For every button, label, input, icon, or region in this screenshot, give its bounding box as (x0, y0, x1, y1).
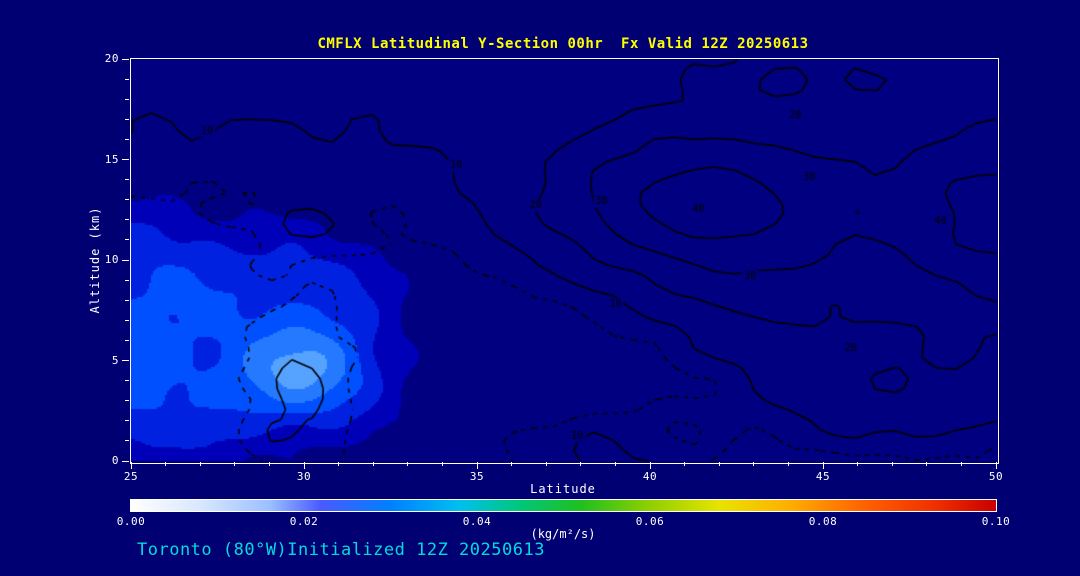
footer-init-text: Toronto (80°W)Initialized 12Z 20250613 (137, 540, 545, 560)
y-axis-tick (122, 159, 129, 160)
x-axis-tick (372, 462, 374, 466)
y-axis-tick (125, 319, 129, 321)
y-axis-tick (125, 239, 129, 241)
y-axis-tick (122, 360, 129, 361)
x-axis-tick (268, 462, 270, 466)
x-tick-label: 35 (469, 470, 485, 483)
y-tick-label: 10 (104, 253, 119, 266)
y-axis-tick (125, 440, 129, 442)
x-tick-label: 25 (123, 470, 139, 483)
x-axis-tick (545, 462, 547, 466)
plot-area (130, 58, 999, 464)
x-axis-tick (649, 462, 651, 469)
x-tick-label: 30 (296, 470, 312, 483)
colorbar-tick-label: 0.06 (635, 515, 665, 528)
x-axis-tick (199, 462, 201, 466)
x-axis-tick (441, 462, 443, 466)
x-tick-label: 50 (988, 470, 1004, 483)
y-axis-tick (125, 380, 129, 382)
colorbar-tick-label: 0.10 (981, 515, 1011, 528)
x-axis-tick (857, 462, 859, 466)
x-axis-tick (476, 462, 478, 469)
colorbar-tick-label: 0.04 (462, 515, 492, 528)
x-axis-tick (338, 462, 340, 466)
x-axis-tick (165, 462, 167, 466)
y-tick-label: 15 (104, 152, 119, 166)
chart-title: CMFLX Latitudinal Y-Section 00hr Fx Vali… (317, 36, 809, 52)
y-axis-tick (125, 138, 129, 140)
x-axis-tick (822, 462, 824, 469)
colorbar-units: (kg/m²/s) (530, 527, 596, 541)
y-axis-tick (125, 78, 129, 80)
x-axis-tick (926, 462, 928, 466)
x-axis-tick (614, 462, 616, 466)
x-tick-label: 45 (815, 470, 831, 483)
y-axis-tick (122, 460, 129, 462)
x-axis-tick (718, 462, 720, 466)
y-axis-tick (125, 118, 129, 120)
y-tick-label: 0 (111, 454, 119, 467)
colorbar-tick-label: 0.08 (808, 515, 838, 528)
y-axis-tick (125, 98, 129, 100)
y-axis-tick (122, 259, 129, 261)
x-axis-tick (684, 462, 686, 466)
x-axis-tick (407, 462, 409, 466)
y-axis-tick (125, 420, 129, 422)
x-axis-tick (303, 462, 305, 469)
x-axis-tick (891, 462, 893, 466)
y-tick-label: 20 (104, 52, 119, 65)
x-axis-tick (995, 462, 997, 469)
x-axis-tick (130, 462, 132, 469)
y-tick-label: 5 (111, 353, 119, 367)
x-axis-tick (787, 462, 789, 466)
x-axis-tick (960, 462, 962, 466)
y-axis-tick (125, 299, 129, 301)
x-axis-tick (753, 462, 755, 466)
x-axis-tick (511, 462, 513, 466)
y-axis-tick (125, 279, 129, 281)
x-axis-title: Latitude (530, 482, 596, 496)
x-axis-tick (234, 462, 236, 466)
y-axis-tick (125, 199, 129, 201)
colorbar-tick-label: 0.02 (289, 515, 319, 528)
y-axis-tick (125, 400, 129, 402)
colorbar (130, 499, 997, 512)
y-axis-tick (122, 58, 129, 60)
y-axis-tick (125, 339, 129, 341)
y-axis-tick (125, 179, 129, 181)
x-axis-tick (580, 462, 582, 466)
colorbar-tick-label: 0.00 (116, 515, 146, 528)
x-tick-label: 40 (642, 470, 658, 483)
y-axis-tick (125, 219, 129, 221)
contour-plot-canvas (131, 59, 996, 461)
